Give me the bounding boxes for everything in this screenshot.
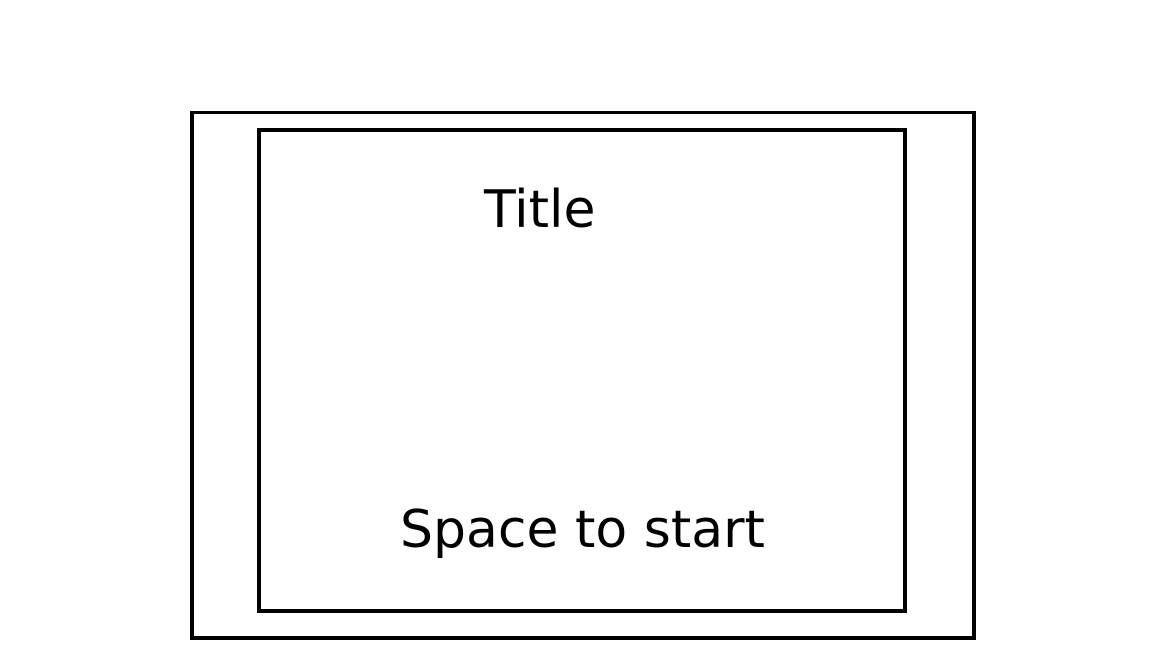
outer-frame bbox=[190, 111, 976, 640]
game-screen[interactable] bbox=[257, 128, 907, 613]
start-prompt: Space to start bbox=[400, 500, 765, 560]
game-title: Title bbox=[484, 180, 596, 240]
